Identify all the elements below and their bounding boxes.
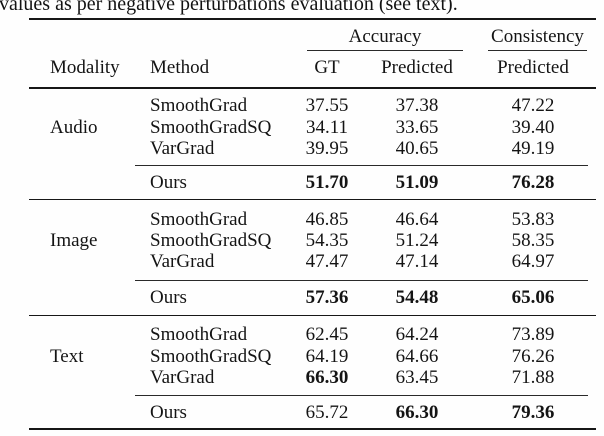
predicted-value: 54.48 [395, 287, 439, 308]
table-bottom-rule [29, 428, 596, 431]
predicted-value: 37.38 [395, 95, 439, 116]
consistency-value: 49.19 [511, 138, 555, 159]
table-top-rule [29, 18, 596, 21]
accuracy-cmidrule [307, 50, 463, 52]
predicted-value: 46.64 [395, 209, 439, 230]
accuracy-group-header: Accuracy [348, 26, 422, 47]
predicted-value: 63.45 [395, 367, 439, 388]
consistency-value: 65.06 [511, 287, 555, 308]
ours-row: Ours 51.70 51.09 76.28 [0, 172, 604, 194]
gt-value: 46.85 [305, 209, 349, 230]
method-cell: VarGrad [150, 138, 215, 159]
modality-header: Modality [50, 57, 120, 78]
method-cell: VarGrad [150, 251, 215, 272]
gt-value: 34.11 [305, 117, 349, 138]
consistency-value: 39.40 [511, 117, 555, 138]
gt-value: 57.36 [305, 287, 349, 308]
gt-value: 65.72 [305, 402, 349, 423]
modality-cell: Image [50, 230, 98, 251]
consistency-value: 53.83 [511, 209, 555, 230]
table-row: Audio SmoothGradSQ 34.11 33.65 39.40 [0, 117, 604, 139]
consistency-value: 79.36 [511, 402, 555, 423]
accuracy-predicted-header: Predicted [381, 57, 453, 78]
method-cell: SmoothGrad [150, 209, 248, 230]
consistency-value: 76.28 [511, 172, 555, 193]
gt-value: 37.55 [305, 95, 349, 116]
method-cell: SmoothGrad [150, 95, 248, 116]
method-header: Method [150, 57, 210, 78]
predicted-value: 66.30 [395, 402, 439, 423]
method-cell: SmoothGrad [150, 324, 248, 345]
table-row: SmoothGrad 37.55 37.38 47.22 [0, 95, 604, 117]
table-row: VarGrad 47.47 47.14 64.97 [0, 251, 604, 273]
predicted-value: 51.24 [395, 230, 439, 251]
consistency-value: 71.88 [511, 367, 555, 388]
predicted-value: 64.24 [395, 324, 439, 345]
column-group-header-row: Accuracy Consistency [0, 26, 604, 48]
table-row: Text SmoothGradSQ 64.19 64.66 76.26 [0, 346, 604, 368]
method-cell: SmoothGradSQ [150, 230, 272, 251]
consistency-value: 64.97 [511, 251, 555, 272]
consistency-predicted-header: Predicted [497, 57, 569, 78]
gt-value: 64.19 [305, 346, 349, 367]
method-cell: Ours [150, 402, 187, 423]
predicted-value: 33.65 [395, 117, 439, 138]
method-cell: Ours [150, 287, 187, 308]
column-header-row: Modality Method GT Predicted Predicted [0, 57, 604, 79]
modality-cell: Audio [50, 117, 98, 138]
method-cell: SmoothGradSQ [150, 346, 272, 367]
predicted-value: 47.14 [395, 251, 439, 272]
method-cell: VarGrad [150, 367, 215, 388]
table-row: SmoothGrad 46.85 46.64 53.83 [0, 209, 604, 231]
predicted-value: 40.65 [395, 138, 439, 159]
method-cell: Ours [150, 172, 187, 193]
predicted-value: 64.66 [395, 346, 439, 367]
gt-value: 54.35 [305, 230, 349, 251]
consistency-value: 47.22 [511, 95, 555, 116]
table-row: SmoothGrad 62.45 64.24 73.89 [0, 324, 604, 346]
ours-row: Ours 57.36 54.48 65.06 [0, 287, 604, 309]
ours-row: Ours 65.72 66.30 79.36 [0, 402, 604, 424]
predicted-value: 51.09 [395, 172, 439, 193]
text-ours-rule [135, 395, 588, 397]
modality-cell: Text [50, 346, 84, 367]
image-text-divider-rule [29, 315, 596, 317]
table-row: Image SmoothGradSQ 54.35 51.24 58.35 [0, 230, 604, 252]
consistency-cmidrule [488, 50, 587, 52]
consistency-value: 58.35 [511, 230, 555, 251]
consistency-value: 76.26 [511, 346, 555, 367]
gt-value: 51.70 [305, 172, 349, 193]
table-row: VarGrad 66.30 63.45 71.88 [0, 367, 604, 389]
consistency-group-header: Consistency [491, 26, 584, 47]
method-cell: SmoothGradSQ [150, 117, 272, 138]
gt-value: 66.30 [305, 367, 349, 388]
table-caption: values as per negative perturbations eva… [0, 0, 458, 15]
consistency-value: 73.89 [511, 324, 555, 345]
table-row: VarGrad 39.95 40.65 49.19 [0, 138, 604, 160]
header-mid-rule [29, 87, 596, 89]
gt-value: 39.95 [305, 138, 349, 159]
image-ours-rule [135, 280, 588, 282]
gt-value: 62.45 [305, 324, 349, 345]
audio-image-divider-rule [29, 199, 596, 201]
gt-header: GT [314, 57, 340, 78]
gt-value: 47.47 [305, 251, 349, 272]
audio-ours-rule [135, 165, 588, 167]
